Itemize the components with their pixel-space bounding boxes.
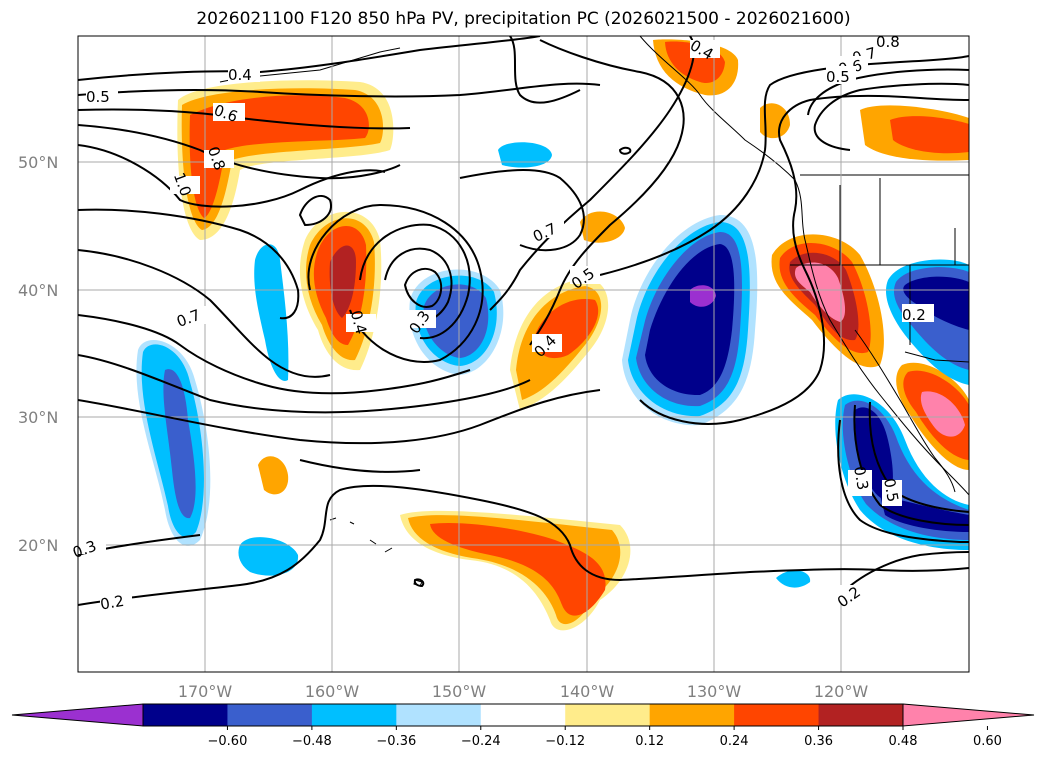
pv-contour — [78, 484, 969, 606]
pv-contour — [78, 144, 386, 208]
pv-contour — [599, 55, 969, 276]
colorbar-segment — [565, 704, 651, 726]
colorbar-segment — [649, 704, 735, 726]
pv-contour — [78, 124, 401, 180]
pv-contour — [529, 39, 685, 346]
colorbar-segment — [818, 704, 904, 726]
pv-contour — [489, 36, 695, 311]
pv-contour — [78, 249, 331, 378]
hawaiian-islands — [329, 517, 423, 587]
precip-positive-region — [890, 116, 969, 154]
precip-negative-region — [254, 244, 289, 381]
colorbar-segment — [396, 704, 482, 726]
precip-negative-region — [238, 537, 299, 576]
lon-label-140w: 140°W — [560, 682, 615, 701]
colorbar-tick-label: 0.12 — [635, 734, 664, 749]
map-title: 2026021100 F120 850 hPa PV, precipitatio… — [196, 9, 851, 29]
colorbar-tick-label: 0.60 — [973, 734, 1002, 749]
colorbar-tick-label: 0.48 — [889, 734, 918, 749]
contour-label: 0.5 — [880, 477, 902, 504]
lon-label-130w: 130°W — [687, 682, 742, 701]
contour-label: 0.3 — [850, 465, 872, 492]
colorbar-tick-label: −0.48 — [292, 734, 332, 749]
colorbar-segment — [311, 704, 397, 726]
precip-positive-region — [258, 456, 289, 495]
pv-contours — [78, 36, 969, 606]
border-us-mexico — [904, 351, 969, 363]
lat-label-20n: 20°N — [18, 536, 58, 555]
precip-positive-region — [580, 211, 625, 243]
precipitation-fills — [136, 39, 969, 631]
colorbar-tick-label: 0.24 — [720, 734, 749, 749]
precip-positive-region — [760, 103, 790, 139]
colorbar-segment — [480, 704, 566, 726]
pv-contour — [78, 208, 300, 320]
pv-contour — [509, 36, 581, 104]
pv-contour — [78, 314, 471, 395]
lon-label-170w: 170°W — [178, 682, 233, 701]
precip-negative-region — [776, 570, 811, 588]
colorbar-segment — [143, 704, 228, 726]
pv-contour — [853, 404, 969, 526]
lat-label-30n: 30°N — [18, 408, 58, 427]
longitude-labels: 170°W 160°W 150°W 140°W 130°W 120°W — [178, 682, 869, 701]
contour-label: 0.2 — [902, 306, 926, 324]
pv-contour — [813, 82, 969, 151]
coastline-north-america — [639, 36, 969, 496]
pv-contour — [839, 551, 969, 596]
precip-positive-region — [430, 522, 606, 616]
pv-contour — [837, 419, 969, 543]
contour-label: 0.4 — [228, 66, 252, 84]
pv-contour — [639, 94, 969, 425]
lon-label-150w: 150°W — [432, 682, 487, 701]
pv-contour — [413, 578, 425, 588]
contour-label: 0.8 — [876, 33, 900, 51]
pv-contour — [298, 195, 332, 227]
colorbar: −0.60 −0.48 −0.36 −0.24 −0.12 0.12 0.24 0.36 0.4… — [11, 703, 1035, 749]
latitude-labels: 50°N 40°N 30°N 20°N — [18, 153, 58, 555]
colorbar-extend-high — [902, 703, 1035, 727]
precip-negative-region — [645, 244, 735, 396]
pv-contour — [78, 354, 531, 414]
pv-contour — [78, 36, 541, 81]
pv-contour — [359, 223, 471, 340]
lat-label-50n: 50°N — [18, 153, 58, 172]
contour-label: 0.5 — [86, 88, 110, 106]
precip-positive-region — [920, 391, 965, 437]
contour-label: 0.4 — [347, 308, 371, 336]
precip-negative-region — [163, 369, 196, 519]
colorbar-tick-label: −0.24 — [461, 734, 501, 749]
lon-label-120w: 120°W — [814, 682, 869, 701]
colorbar-tick-label: −0.60 — [208, 734, 248, 749]
pv-contour — [459, 169, 585, 252]
pv-contour — [403, 267, 443, 308]
precip-positive-region — [329, 245, 356, 318]
pv-contour — [618, 146, 632, 155]
contour-label: 0.5 — [826, 68, 850, 86]
precip-negative-region — [498, 142, 552, 168]
pv-contour — [78, 389, 601, 445]
colorbar-segment — [734, 704, 820, 726]
contour-label: 0.2 — [99, 592, 126, 614]
colorbar-segment — [227, 704, 313, 726]
precip-negative-region — [690, 285, 716, 307]
precip-negative-region — [880, 495, 969, 532]
map-frame — [77, 35, 970, 673]
pv-contour — [307, 203, 484, 363]
colorbar-tick-label: 0.36 — [804, 734, 833, 749]
colorbar-extend-low — [11, 703, 144, 727]
colorbar-tick-label: −0.36 — [376, 734, 416, 749]
coastline-baja — [854, 329, 956, 493]
lon-label-160w: 160°W — [305, 682, 360, 701]
colorbar-tick-label: −0.12 — [545, 734, 585, 749]
lat-label-40n: 40°N — [18, 281, 58, 300]
pv-contour — [299, 459, 421, 473]
colorbar-frame — [142, 703, 904, 727]
pv-contour — [78, 82, 601, 98]
